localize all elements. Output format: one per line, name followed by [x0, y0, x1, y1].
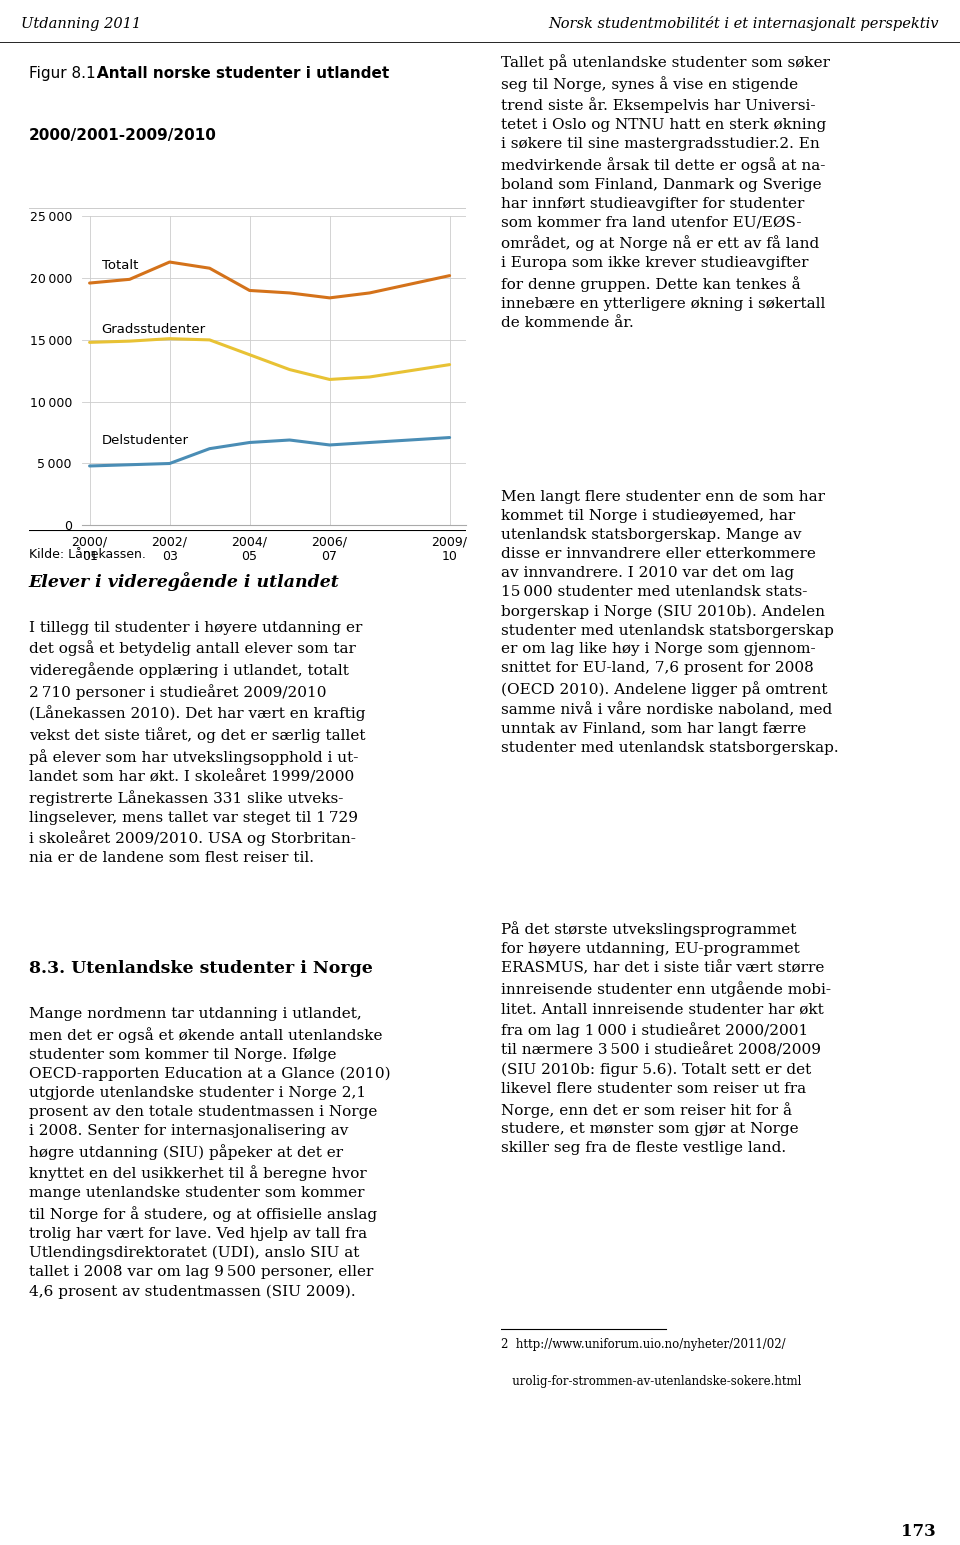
Text: 2  http://www.uniforum.uio.no/nyheter/2011/02/: 2 http://www.uniforum.uio.no/nyheter/201… — [501, 1338, 785, 1350]
Text: 173: 173 — [901, 1522, 936, 1540]
Text: Kilde: Lånekassen.: Kilde: Lånekassen. — [29, 547, 146, 561]
Text: Antall norske studenter i utlandet: Antall norske studenter i utlandet — [97, 66, 389, 82]
Text: Tallet på utenlandske studenter som søker
seg til Norge, synes å vise en stigend: Tallet på utenlandske studenter som søke… — [501, 54, 830, 331]
Text: 2000/2001-2009/2010: 2000/2001-2009/2010 — [29, 128, 217, 144]
Text: Figur 8.1.: Figur 8.1. — [29, 66, 106, 82]
Text: Gradsstudenter: Gradsstudenter — [102, 323, 205, 337]
Text: Mange nordmenn tar utdanning i utlandet,
men det er også et økende antall utenla: Mange nordmenn tar utdanning i utlandet,… — [29, 1007, 391, 1299]
Text: Elever i videregående i utlandet: Elever i videregående i utlandet — [29, 572, 340, 590]
Text: Totalt: Totalt — [102, 260, 138, 272]
Text: Delstudenter: Delstudenter — [102, 434, 188, 447]
Text: Utdanning 2011: Utdanning 2011 — [21, 17, 141, 31]
Text: urolig-for-strommen-av-utenlandske-sokere.html: urolig-for-strommen-av-utenlandske-soker… — [501, 1375, 802, 1389]
Text: På det største utvekslingsprogrammet
for høyere utdanning, EU-programmet
ERASMUS: På det største utvekslingsprogrammet for… — [501, 921, 831, 1156]
Text: I tillegg til studenter i høyere utdanning er
det også et betydelig antall eleve: I tillegg til studenter i høyere utdanni… — [29, 621, 366, 865]
Text: Norsk studentmobilitét i et internasjonalt perspektiv: Norsk studentmobilitét i et internasjona… — [548, 17, 939, 31]
Text: 8.3. Utenlandske studenter i Norge: 8.3. Utenlandske studenter i Norge — [29, 959, 372, 976]
Text: Men langt flere studenter enn de som har
kommet til Norge i studieøyemed, har
ut: Men langt flere studenter enn de som har… — [501, 490, 839, 756]
